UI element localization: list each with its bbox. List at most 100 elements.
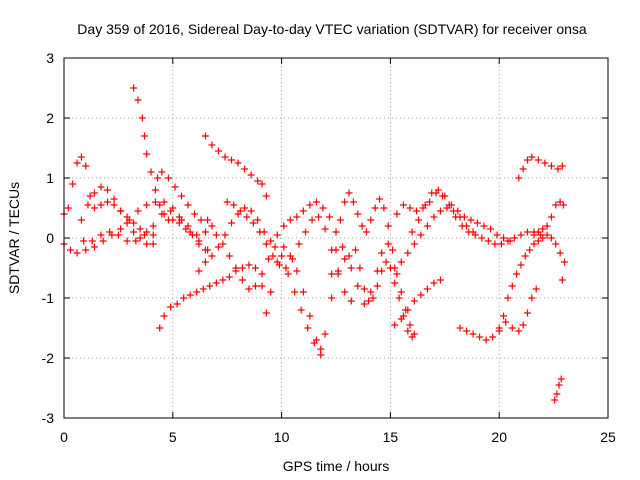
data-point [413,207,421,215]
data-point [341,198,349,206]
data-point [84,201,92,209]
data-point [238,276,246,284]
data-point [367,216,375,224]
series-track-v [551,375,565,404]
data-point [552,240,560,248]
data-point [380,204,388,212]
data-point [341,288,349,296]
y-tick-label: 1 [46,170,54,186]
data-point [201,246,209,254]
data-point [130,84,138,92]
data-point [186,291,194,299]
data-point [417,231,425,239]
data-point [452,213,460,221]
axis-ticks [63,57,609,419]
data-point [193,288,201,296]
data-point [173,300,181,308]
y-tick-label: 3 [46,50,54,66]
data-point [428,189,436,197]
data-point [175,213,183,221]
data-point [469,330,477,338]
series-track-c [77,183,157,248]
data-point [376,195,384,203]
data-point [169,216,177,224]
data-point [339,243,347,251]
data-point [212,279,220,287]
data-point [286,216,294,224]
data-point [143,201,151,209]
data-point [143,150,151,158]
data-point [234,159,242,167]
data-point [258,180,266,188]
data-point [247,207,255,215]
data-point [97,231,105,239]
data-point [456,324,464,332]
data-point [299,207,307,215]
data-point [478,234,486,242]
data-point [90,189,98,197]
data-point [267,237,275,245]
data-point [228,219,236,227]
data-point [267,288,275,296]
data-point [160,312,168,320]
data-point [393,270,401,278]
data-point [288,255,296,263]
data-point [506,237,514,245]
data-point [528,153,536,161]
data-point [188,231,196,239]
data-point [293,213,301,221]
data-point [476,333,484,341]
data-point [489,333,497,341]
data-point [275,261,283,269]
data-point [302,228,310,236]
data-point [171,183,179,191]
data-point [245,261,253,269]
y-tick-label: 2 [46,110,54,126]
data-point [378,249,386,257]
data-point [508,324,516,332]
data-point [553,390,561,398]
data-point [299,288,307,296]
data-point [247,171,255,179]
series-track-q [408,186,514,245]
data-point [397,288,405,296]
data-point [328,294,336,302]
data-point [175,219,183,227]
data-point [526,246,534,254]
data-point [560,258,568,266]
data-point [467,216,475,224]
data-point [347,297,355,305]
data-point [404,306,412,314]
data-point [86,192,94,200]
data-point [156,201,164,209]
data-point [559,201,567,209]
data-point [421,201,429,209]
data-point [554,165,562,173]
data-point [406,204,414,212]
data-point [110,195,118,203]
data-point [82,246,90,254]
data-point [373,282,381,290]
data-point [417,291,425,299]
data-point [534,156,542,164]
data-point [262,192,270,200]
y-tick-label: 0 [46,230,54,246]
data-point [228,156,236,164]
data-point [208,141,216,149]
data-point [195,240,203,248]
data-point [523,156,531,164]
data-point [389,246,397,254]
data-point [221,231,229,239]
data-point [206,282,214,290]
data-point [143,240,151,248]
data-point [208,222,216,230]
data-point [484,237,492,245]
series-track-m [352,246,416,341]
data-point [325,213,333,221]
data-point [360,300,368,308]
data-point [254,216,262,224]
data-point [82,162,90,170]
data-point [278,252,286,260]
data-point [447,201,455,209]
data-point [515,327,523,335]
